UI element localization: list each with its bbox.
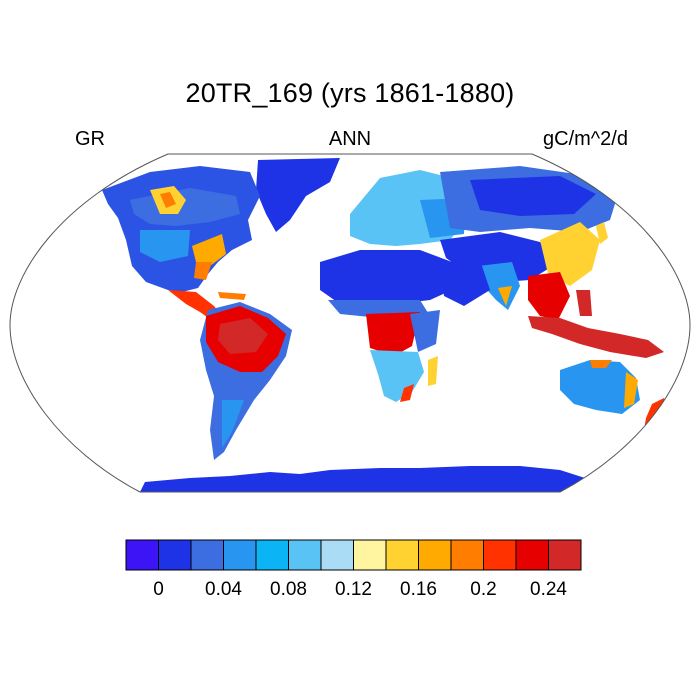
colorbar-box xyxy=(450,539,484,571)
colorbar-tick-label: 0.24 xyxy=(530,579,567,600)
colorbar-box xyxy=(288,539,322,571)
na-southeast xyxy=(194,262,212,280)
australia xyxy=(560,360,640,414)
philippines xyxy=(576,290,592,316)
units-label: gC/m^2/d xyxy=(543,128,628,150)
colorbar-tick-label: 0.04 xyxy=(205,579,242,600)
na-plains xyxy=(140,230,190,262)
colorbar-tick-label: 0.12 xyxy=(335,579,372,600)
amazon-core xyxy=(218,318,268,354)
colorbar-box xyxy=(190,539,224,571)
se-asia xyxy=(528,272,570,320)
sa-south xyxy=(222,400,244,448)
globe-outline xyxy=(9,153,691,493)
colorbar-box xyxy=(483,539,517,571)
colorbar-box xyxy=(223,539,257,571)
east-africa xyxy=(410,310,440,352)
india-south xyxy=(498,286,512,306)
colorbar-box xyxy=(418,539,452,571)
sa-coast xyxy=(400,384,414,402)
colorbar-box xyxy=(548,539,582,571)
colorbar-box xyxy=(125,539,159,571)
colorbar-ticks: 0 0.04 0.08 0.12 0.16 0.2 0.24 xyxy=(153,579,567,600)
central-africa xyxy=(366,312,420,356)
greenland xyxy=(256,158,340,232)
na-west-red xyxy=(160,192,176,208)
antarctica xyxy=(140,466,585,492)
siberia-core xyxy=(470,176,596,216)
colorbar-box xyxy=(255,539,289,571)
east-asia xyxy=(540,222,600,286)
colorbar-box xyxy=(353,539,387,571)
indonesia xyxy=(528,316,664,358)
colorbar-tick-label: 0 xyxy=(153,579,164,600)
period-label: ANN xyxy=(328,128,372,150)
colorbar-box xyxy=(158,539,192,571)
colorbar-tick-label: 0.2 xyxy=(470,579,496,600)
madagascar xyxy=(428,356,438,386)
colorbar-box xyxy=(385,539,419,571)
colorbar-box xyxy=(515,539,549,571)
colorbar-tick-label: 0.16 xyxy=(400,579,437,600)
north-africa xyxy=(320,250,452,306)
india xyxy=(478,262,520,310)
australia-north xyxy=(590,360,612,368)
colorbar-boxes xyxy=(125,539,582,571)
australia-east-coast xyxy=(624,372,638,408)
colorbar-box xyxy=(320,539,354,571)
caribbean xyxy=(218,292,246,300)
japan xyxy=(596,222,608,244)
colorbar-tick-label: 0.08 xyxy=(270,579,307,600)
chart-title: 20TR_169 (yrs 1861-1880) xyxy=(185,78,515,108)
variable-label: GR xyxy=(75,128,105,150)
na-east xyxy=(192,234,226,266)
land-layer xyxy=(102,158,668,492)
arabia xyxy=(440,260,490,306)
